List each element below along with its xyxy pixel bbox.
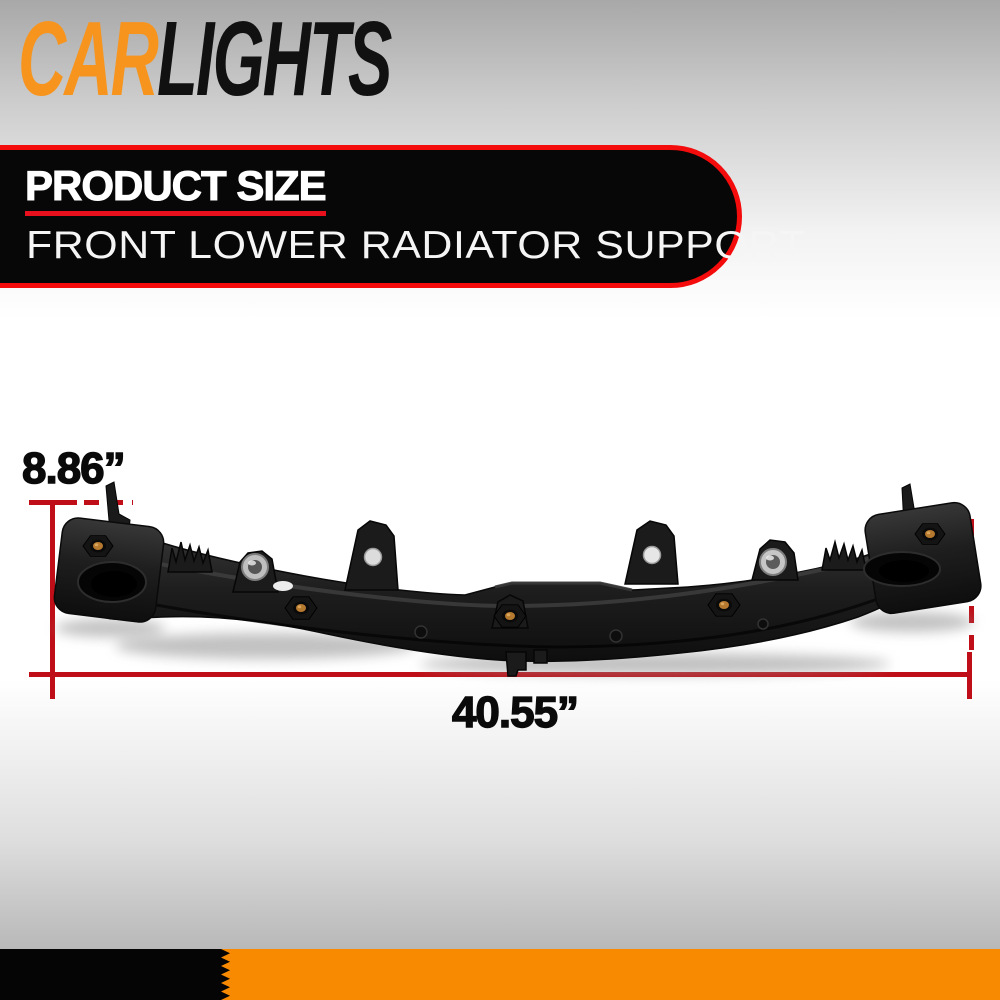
banner-title: PRODUCT SIZE [25, 162, 328, 210]
height-dimension-label: 8.86” [21, 443, 126, 493]
footer-stripe [0, 949, 1000, 1000]
footer-stripe-black [0, 949, 230, 1000]
part-holes [241, 545, 787, 643]
part-right-arm [863, 483, 982, 615]
brand-logo: CARLIGHTS [18, 6, 392, 112]
part-left-arm [53, 481, 165, 623]
banner-title-underline [25, 211, 326, 216]
width-dimension-label: 40.55” [451, 687, 580, 737]
part-fasteners [82, 523, 946, 628]
banner-subtitle: FRONT LOWER RADIATOR SUPPORT [26, 224, 806, 267]
radiator-support-image [53, 481, 982, 677]
brand-logo-lights: LIGHTS [157, 0, 392, 118]
brand-logo-car: CAR [18, 0, 159, 118]
product-size-banner: PRODUCT SIZE FRONT LOWER RADIATOR SUPPOR… [0, 145, 805, 288]
